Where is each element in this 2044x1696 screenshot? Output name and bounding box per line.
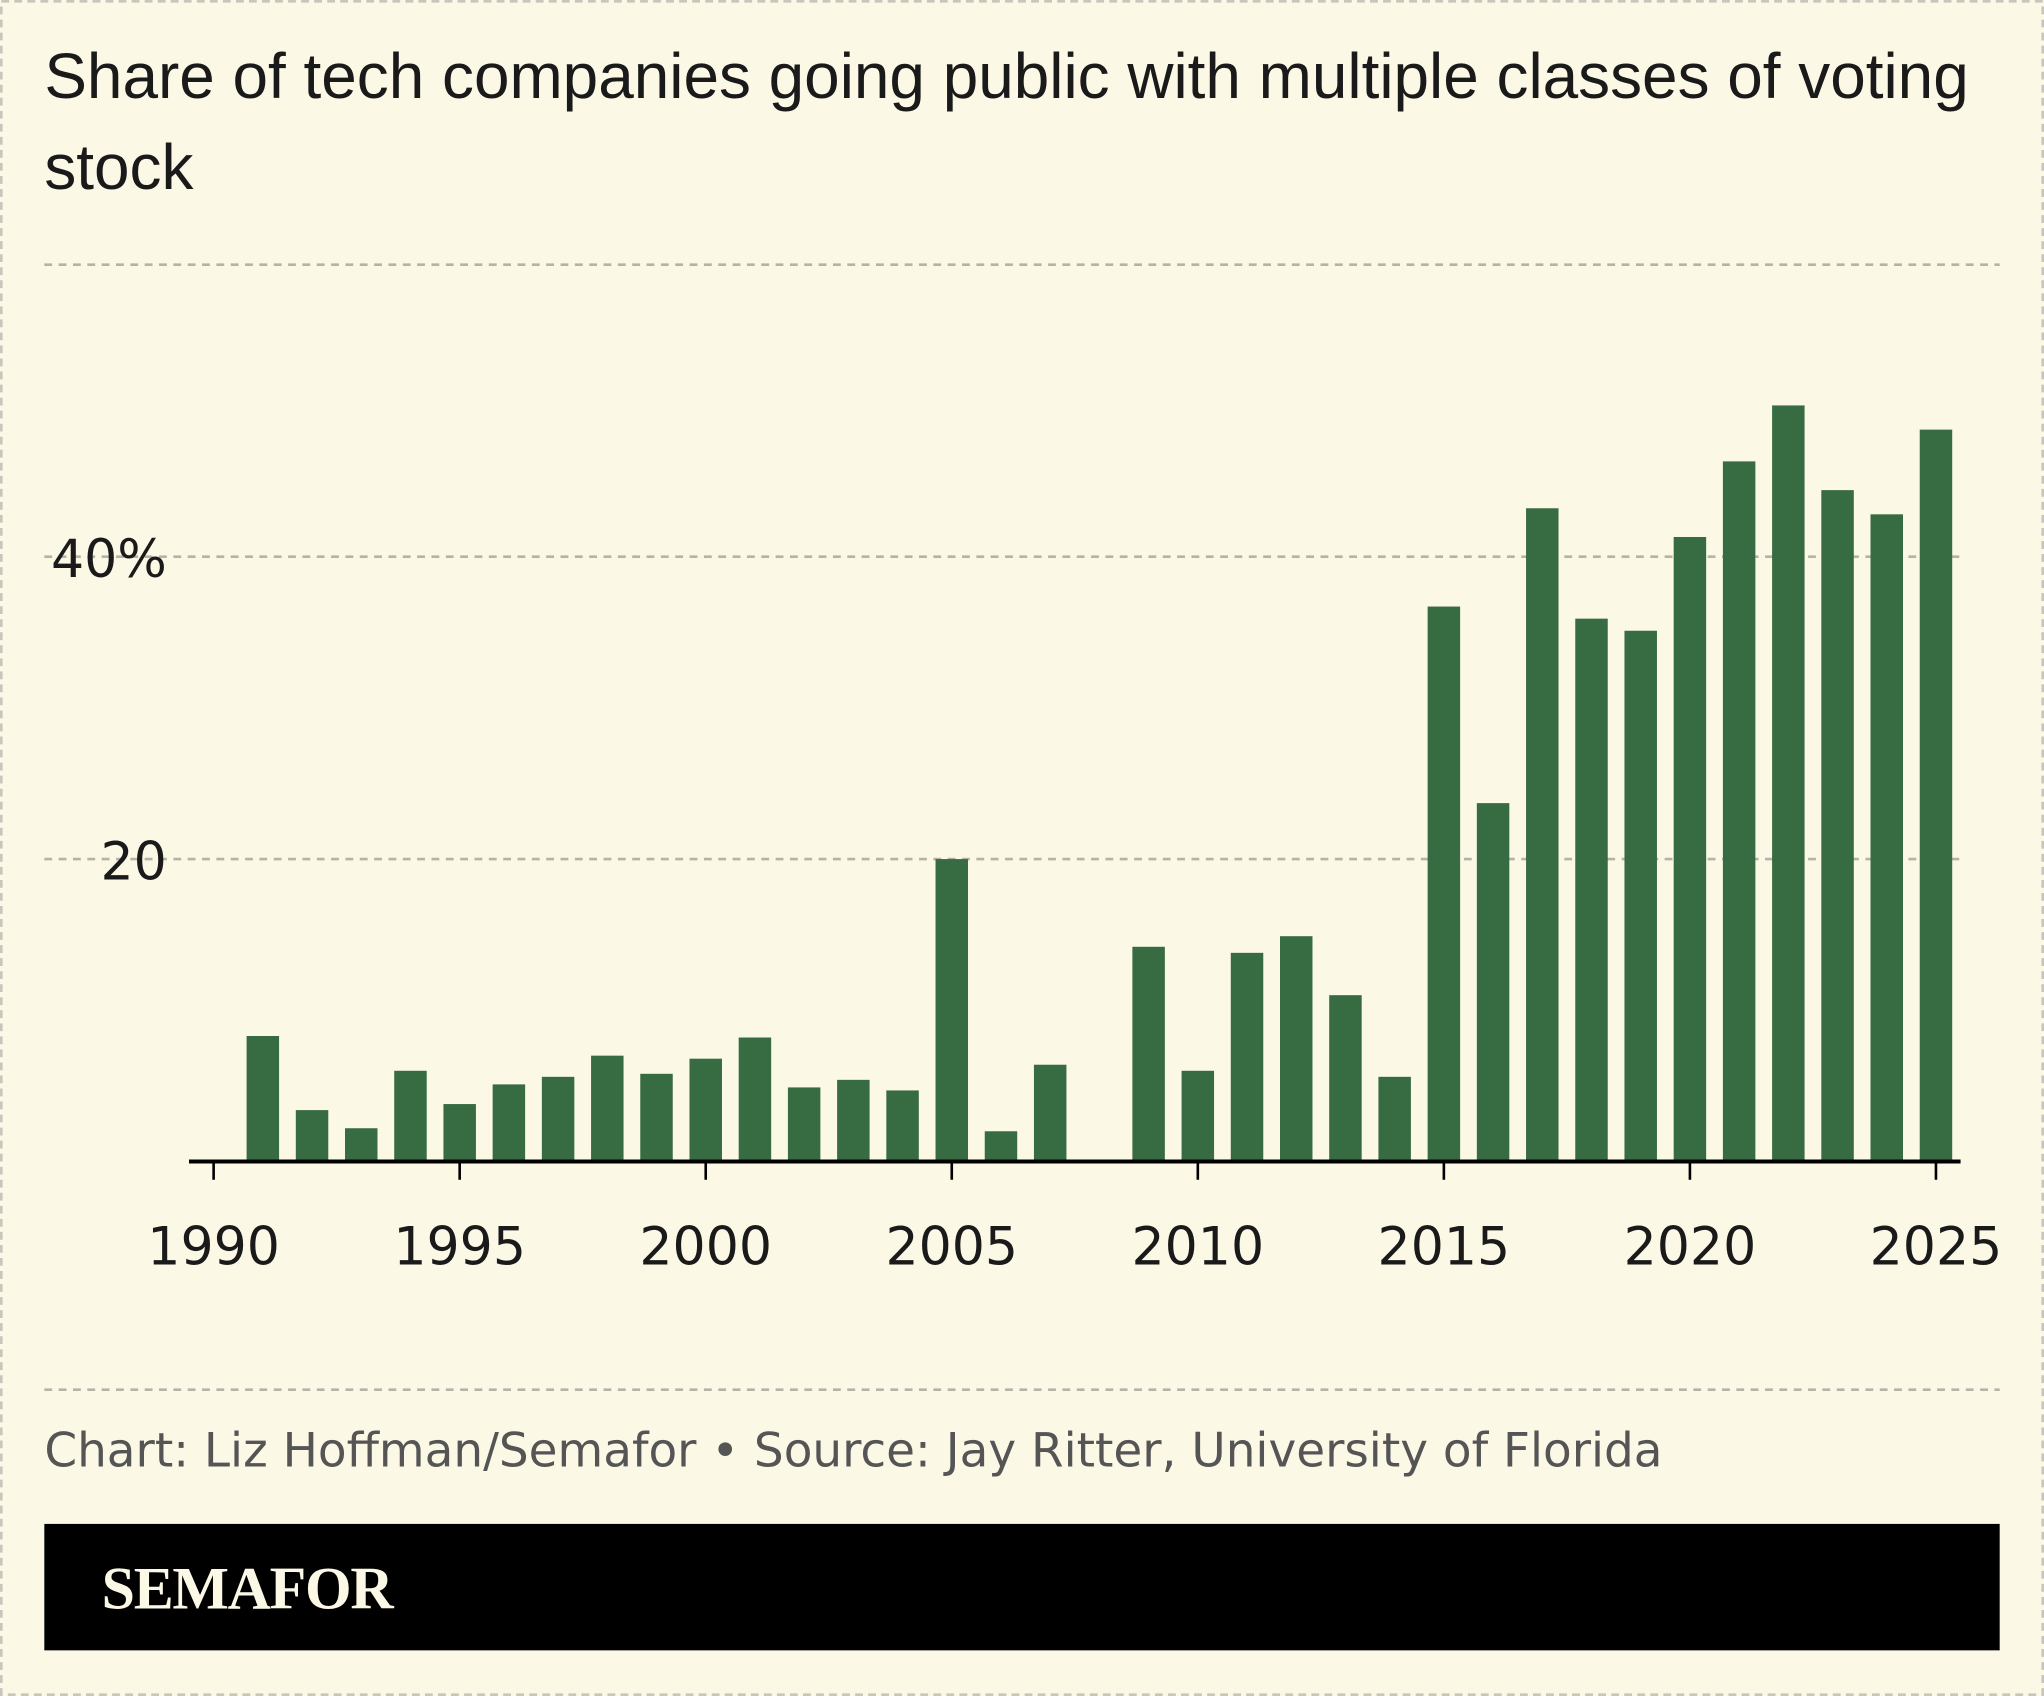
bar [1476,803,1510,1162]
bar [394,1070,427,1162]
bar [1722,461,1756,1162]
bar [1575,618,1608,1162]
bar [935,859,969,1162]
logo-bar [44,1523,2000,1651]
bar [1132,946,1165,1162]
bar [1181,1070,1215,1162]
bar [738,1037,772,1162]
bar [1033,1064,1067,1162]
bar [1378,1076,1411,1162]
bar [1427,606,1461,1162]
x-tick-label: 2005 [885,1217,1018,1277]
bar [1279,936,1313,1162]
bar [1329,995,1362,1162]
bar [246,1036,280,1162]
x-tick-label: 1990 [147,1217,280,1277]
bar [1526,508,1559,1162]
bar [295,1110,329,1162]
title-box: Share of tech companies going public wit… [44,41,1969,204]
bar [837,1079,870,1162]
bar [345,1128,378,1162]
source: Chart: Liz Hoffman/Semafor • Source: Jay… [44,1424,1662,1479]
bar [492,1084,526,1162]
bar [443,1104,476,1162]
x-tick-label: 2000 [639,1217,772,1277]
bar [1624,630,1657,1162]
x-tick-label: 1995 [393,1217,526,1277]
chart-title: Share of tech companies going public wit… [44,41,1969,204]
bar [1821,490,1854,1162]
y-tick-label: 40% [51,530,167,590]
x-tick-label: 2015 [1378,1217,1511,1277]
bar [984,1131,1018,1162]
x-tick-label: 2025 [1870,1217,2003,1277]
bar [689,1058,722,1162]
logo: SEMAFOR [102,1556,395,1622]
bar [1772,405,1805,1162]
bar [1870,514,1903,1162]
bar [591,1055,624,1162]
x-tick-label: 2020 [1624,1217,1757,1277]
plot: 20 40% 1990 1995 2000 2005 2010 2015 2020 2025 [44,405,2002,1277]
bar [1673,536,1707,1162]
bar [640,1073,673,1162]
x-tick-label: 2010 [1131,1217,1264,1277]
bar [541,1076,575,1162]
bar [886,1090,919,1162]
bar [1230,952,1264,1162]
bar [1919,429,1953,1162]
bar [787,1087,821,1162]
y-tick-label: 20 [101,833,167,893]
